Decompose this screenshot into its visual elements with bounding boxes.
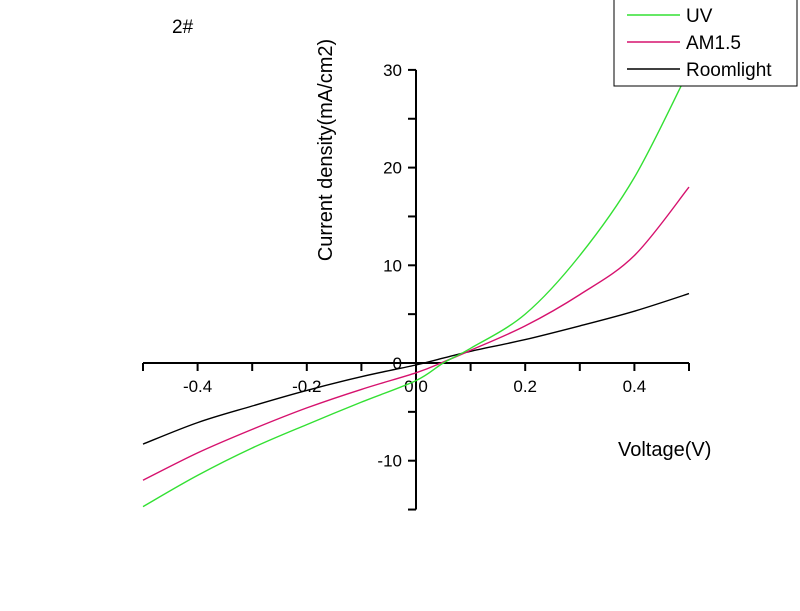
chart-title: 2# [172, 17, 194, 38]
y-tick-label: -10 [377, 452, 402, 471]
x-axis-label: Voltage(V) [618, 439, 711, 461]
y-tick-label: 0 [393, 354, 402, 373]
legend-label: UV [686, 6, 713, 27]
legend-label: Roomlight [686, 60, 772, 81]
y-tick-label: 20 [383, 159, 402, 178]
x-tick-label: -0.2 [292, 377, 321, 396]
series-line-am15 [142, 186, 690, 481]
y-axis-label: Current density(mA/cm2) [315, 39, 337, 261]
legend: UV AM1.5 Roomlight [613, 0, 798, 87]
x-tick-label: 0.4 [623, 377, 647, 396]
series-lines [142, 69, 690, 508]
y-tick-label: 10 [383, 256, 402, 275]
y-tick-label: 30 [383, 61, 402, 80]
x-tick-label: 0.2 [513, 377, 537, 396]
x-tick-label: -0.4 [183, 377, 212, 396]
series-line-uv [142, 69, 690, 508]
series-line-roomlight [142, 292, 690, 445]
legend-label: AM1.5 [686, 33, 741, 54]
